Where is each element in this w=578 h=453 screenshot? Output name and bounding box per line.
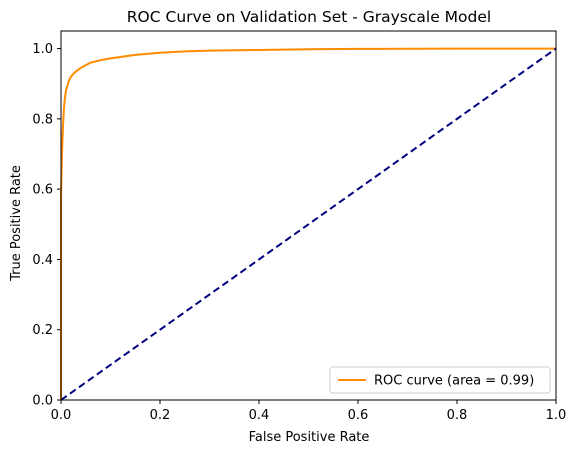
- x-tick-label: 0.8: [447, 408, 468, 423]
- tick-layer: 0.0 0.2 0.4 0.6 0.8 1.0 0.0 0.2 0.4 0.6 0.8 1.0: [32, 42, 566, 423]
- y-tick-label: 0.4: [32, 253, 53, 268]
- legend-label: ROC curve (area = 0.99): [374, 374, 534, 389]
- plot-frame: [60, 30, 557, 401]
- series-layer: [60, 47, 557, 401]
- x-tick-label: 1.0: [546, 408, 567, 423]
- y-tick-label: 0.6: [32, 183, 53, 198]
- x-axis-label: False Positive Rate: [249, 430, 370, 445]
- y-tick-label: 0.2: [32, 323, 53, 338]
- y-axis-label: True Positive Rate: [9, 165, 24, 282]
- roc-curve-line: [60, 47, 556, 400]
- chart-title: ROC Curve on Validation Set - Grayscale …: [127, 8, 491, 26]
- x-tick-label: 0.6: [348, 408, 369, 423]
- chance-line: [60, 47, 557, 401]
- y-tick-label: 0.8: [32, 112, 53, 127]
- x-tick-label: 0.0: [51, 408, 72, 423]
- legend: ROC curve (area = 0.99): [329, 366, 551, 394]
- x-tick-label: 0.2: [150, 408, 171, 423]
- y-tick-label: 0.0: [32, 394, 53, 409]
- y-tick-label: 1.0: [32, 42, 53, 57]
- legend-box: [329, 366, 551, 394]
- x-tick-label: 0.4: [249, 408, 270, 423]
